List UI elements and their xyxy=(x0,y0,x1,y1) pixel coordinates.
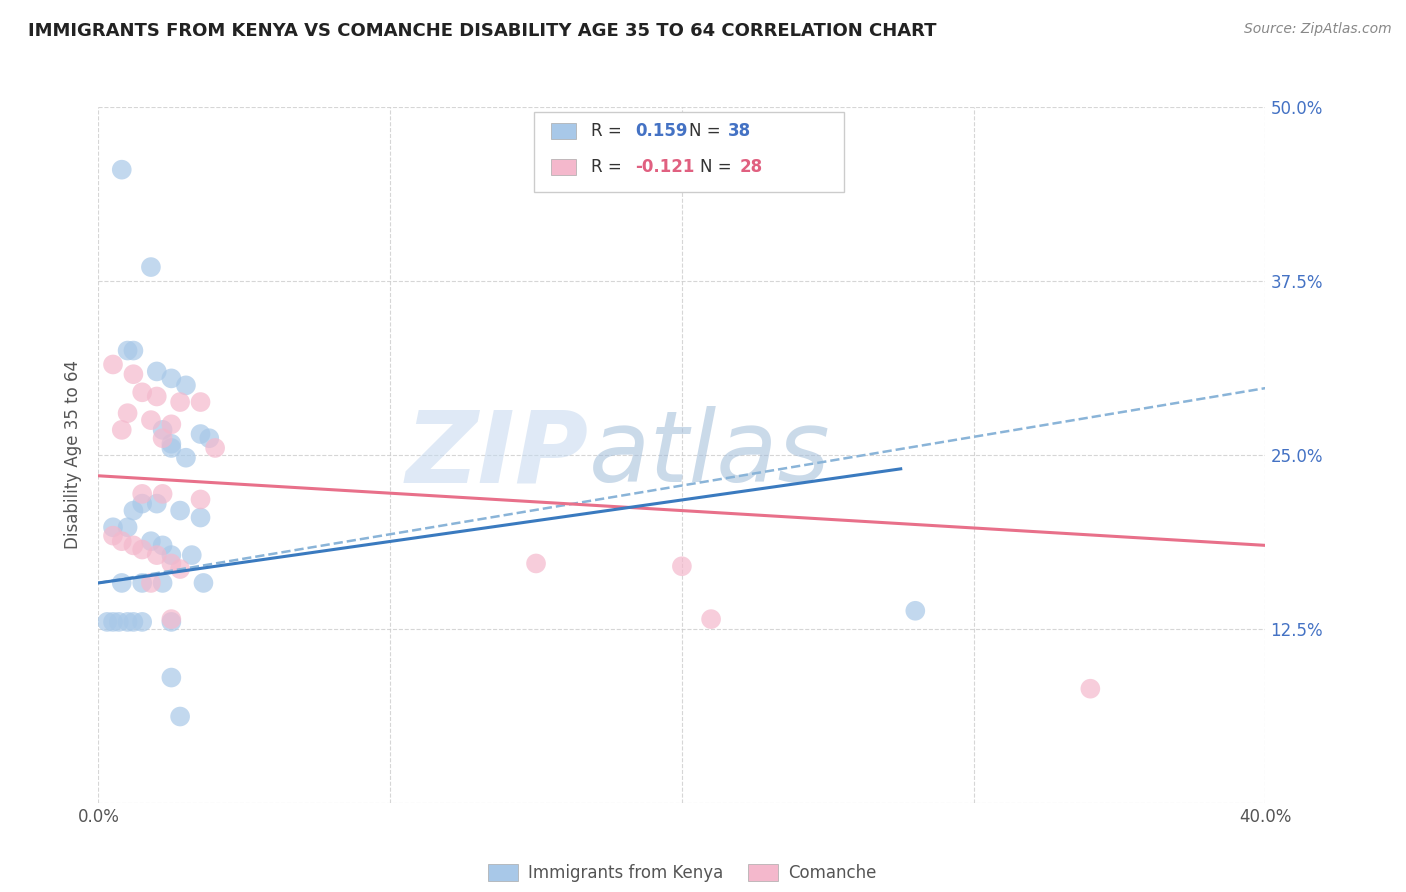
Text: N =: N = xyxy=(700,158,737,176)
Text: R =: R = xyxy=(591,122,627,140)
Text: 0.159: 0.159 xyxy=(636,122,688,140)
Point xyxy=(139,413,162,427)
Point xyxy=(524,557,547,571)
Y-axis label: Disability Age 35 to 64: Disability Age 35 to 64 xyxy=(63,360,82,549)
Point xyxy=(117,343,139,358)
Point xyxy=(671,559,693,574)
Point xyxy=(146,497,169,511)
Point xyxy=(169,395,191,409)
Text: 38: 38 xyxy=(728,122,751,140)
Text: ZIP: ZIP xyxy=(405,407,589,503)
Point xyxy=(139,534,162,549)
Point xyxy=(96,615,118,629)
Point xyxy=(190,492,212,507)
Point xyxy=(190,510,212,524)
Point xyxy=(160,612,183,626)
Point xyxy=(122,343,145,358)
Point xyxy=(146,548,169,562)
Point xyxy=(160,615,183,629)
Point xyxy=(169,709,191,723)
Point xyxy=(146,389,169,403)
Point xyxy=(131,542,153,557)
Point xyxy=(700,612,723,626)
Text: N =: N = xyxy=(689,122,725,140)
Point xyxy=(152,538,174,552)
Point xyxy=(122,615,145,629)
Point xyxy=(160,548,183,562)
Point xyxy=(101,528,124,542)
Point xyxy=(108,615,131,629)
Point xyxy=(190,427,212,442)
Point xyxy=(131,497,153,511)
Point xyxy=(139,260,162,274)
Point xyxy=(160,417,183,432)
Point xyxy=(111,423,134,437)
Point xyxy=(139,576,162,591)
Point xyxy=(160,441,183,455)
Point xyxy=(152,487,174,501)
Point xyxy=(131,385,153,400)
Point xyxy=(152,423,174,437)
Point xyxy=(174,378,197,392)
Point xyxy=(101,520,124,534)
Point xyxy=(122,538,145,552)
Point xyxy=(160,437,183,451)
Text: R =: R = xyxy=(591,158,627,176)
Point xyxy=(117,406,139,420)
Point xyxy=(169,503,191,517)
Point xyxy=(160,557,183,571)
Point xyxy=(204,441,226,455)
Point xyxy=(131,487,153,501)
Point xyxy=(904,604,927,618)
Point xyxy=(180,548,202,562)
Point xyxy=(117,520,139,534)
Point xyxy=(1080,681,1102,696)
Point xyxy=(131,576,153,591)
Point xyxy=(146,364,169,378)
Text: 28: 28 xyxy=(740,158,762,176)
Legend: Immigrants from Kenya, Comanche: Immigrants from Kenya, Comanche xyxy=(481,857,883,888)
Point xyxy=(117,615,139,629)
Point xyxy=(160,671,183,685)
Text: Source: ZipAtlas.com: Source: ZipAtlas.com xyxy=(1244,22,1392,37)
Point xyxy=(122,368,145,382)
Point xyxy=(131,615,153,629)
Point xyxy=(101,358,124,372)
Point xyxy=(101,615,124,629)
Point xyxy=(111,576,134,591)
Point xyxy=(111,534,134,549)
Point xyxy=(152,576,174,591)
Point xyxy=(174,450,197,465)
Point xyxy=(152,431,174,445)
Point xyxy=(198,431,221,445)
Point xyxy=(169,562,191,576)
Point xyxy=(160,371,183,385)
Text: -0.121: -0.121 xyxy=(636,158,695,176)
Text: atlas: atlas xyxy=(589,407,830,503)
Point xyxy=(111,162,134,177)
Point xyxy=(193,576,215,591)
Point xyxy=(190,395,212,409)
Point xyxy=(122,503,145,517)
Text: IMMIGRANTS FROM KENYA VS COMANCHE DISABILITY AGE 35 TO 64 CORRELATION CHART: IMMIGRANTS FROM KENYA VS COMANCHE DISABI… xyxy=(28,22,936,40)
